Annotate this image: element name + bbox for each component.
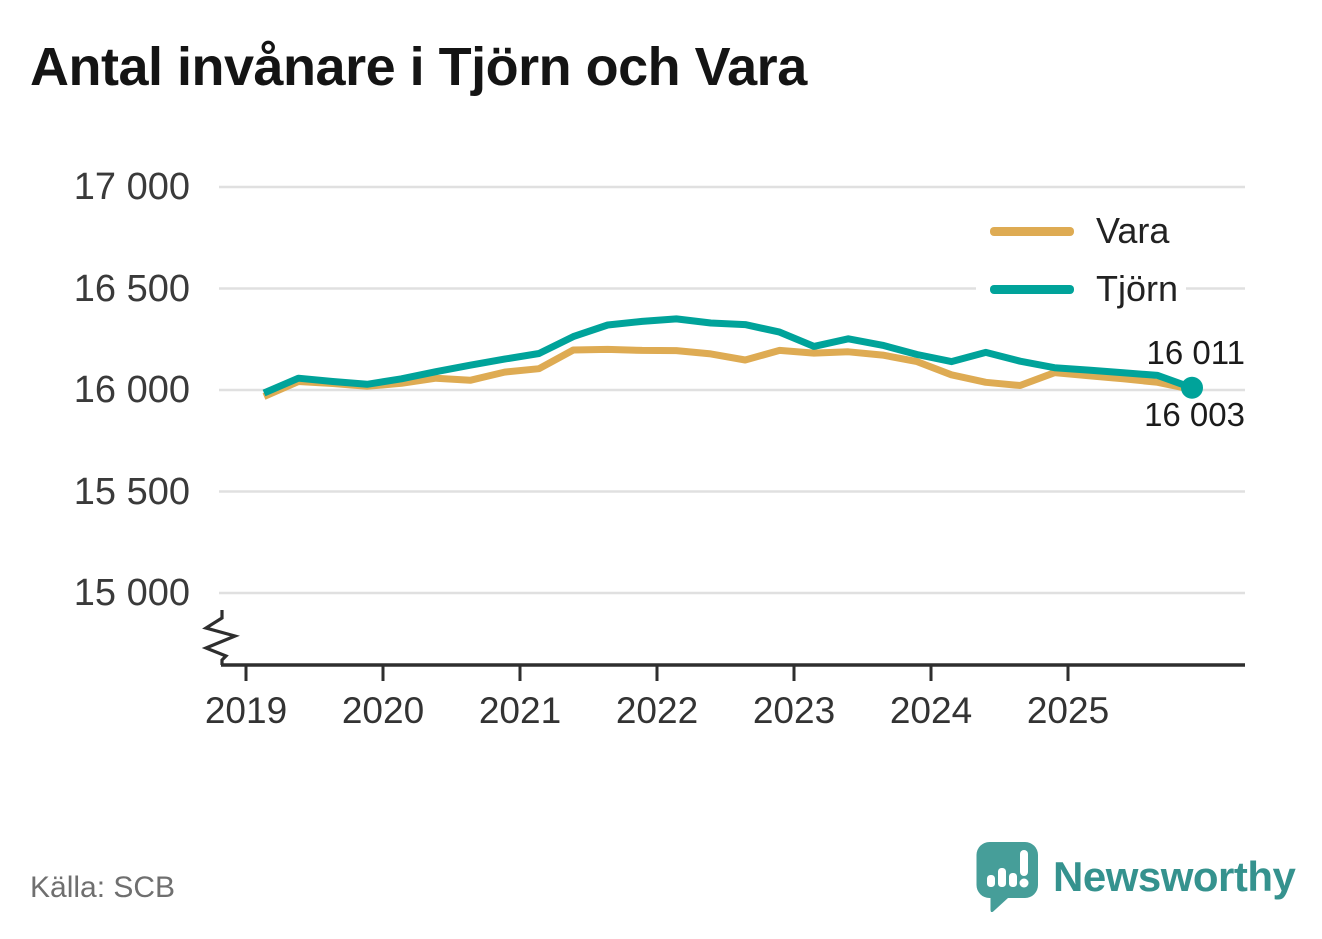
legend-label: Tjörn <box>1096 268 1179 309</box>
legend-item: Vara <box>990 207 1178 255</box>
x-tick-label: 2025 <box>1026 690 1110 731</box>
legend-label: Vara <box>1096 210 1170 251</box>
y-tick-label: 17 000 <box>73 166 190 208</box>
y-tick-label: 16 500 <box>73 267 190 310</box>
y-tick-label: 15 500 <box>73 470 190 513</box>
chart-title: Antal invånare i Tjörn och Vara <box>30 37 807 97</box>
x-axis-ticks <box>244 666 1070 681</box>
newsworthy-logo-text: Newsworthy <box>1053 853 1296 900</box>
data-series-lines <box>262 315 1194 400</box>
legend-item: Tjörn <box>990 265 1178 313</box>
gridlines <box>219 185 1245 595</box>
y-axis-break-icon <box>201 610 240 665</box>
x-tick-label: 2021 <box>478 690 562 731</box>
end-value-label-vara: 16 003 <box>1144 396 1245 433</box>
source-note: Källa: SCB <box>30 871 176 904</box>
end-dot-tjorn <box>1181 376 1203 399</box>
series-line-tjorn <box>262 315 1194 397</box>
x-tick-label: 2022 <box>615 690 699 731</box>
y-tick-label: 15 000 <box>73 572 190 614</box>
series-end-dots <box>1181 376 1203 399</box>
y-tick-label: 16 000 <box>73 369 190 411</box>
x-tick-label: 2019 <box>204 690 288 731</box>
series-line-vara <box>262 345 1193 400</box>
legend: Vara Tjörn <box>976 205 1187 315</box>
end-value-label-tjorn: 16 011 <box>1146 334 1245 371</box>
legend-swatch <box>990 226 1074 236</box>
legend-swatch <box>990 284 1074 294</box>
newsworthy-logo: Newsworthy <box>976 842 1296 912</box>
x-tick-label: 2024 <box>889 690 973 731</box>
x-tick-label: 2020 <box>341 690 425 731</box>
newsworthy-logo-icon <box>976 842 1038 912</box>
x-tick-label: 2023 <box>752 690 836 731</box>
